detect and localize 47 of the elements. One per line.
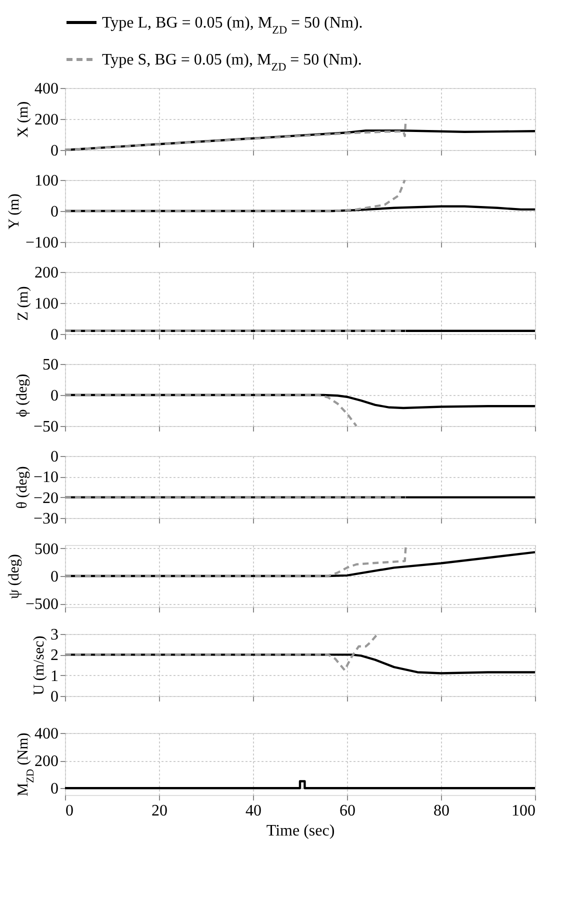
y-tick-label: 50 (42, 356, 58, 374)
y-tick-label: −50 (33, 418, 58, 436)
y-tick-label: 0 (50, 448, 58, 466)
y-tick-label: −100 (25, 234, 58, 252)
line-series (64, 178, 406, 212)
y-tick-label: −500 (25, 596, 58, 614)
y-axis-title: ϕ (deg) (14, 374, 30, 418)
x-tick-label: 60 (340, 802, 356, 820)
y-tick-label: 100 (34, 172, 58, 190)
y-tick-label: 2 (50, 647, 58, 664)
y-tick-label: 0 (50, 326, 58, 344)
y-axis-title: ψ (deg) (6, 554, 22, 599)
y-tick-label: 3 (50, 626, 58, 644)
y-tick-label: 0 (50, 688, 58, 706)
x-tick-label: 40 (246, 802, 262, 820)
y-axis-title: Y (m) (6, 194, 22, 230)
line-series (64, 394, 358, 428)
y-tick-label: −30 (33, 510, 58, 528)
y-tick-label: 400 (34, 80, 58, 98)
y-tick-label: 0 (50, 780, 58, 798)
x-tick-label: 0 (66, 802, 74, 820)
y-tick-label: −10 (33, 469, 58, 486)
y-tick-label: 400 (34, 726, 58, 742)
y-tick-label: 0 (50, 388, 58, 404)
y-tick-label: 0 (50, 568, 58, 586)
y-tick-label: 1 (50, 668, 58, 685)
line-series (64, 545, 407, 578)
y-axis-title: U (m/sec) (32, 636, 48, 696)
line-series (64, 118, 407, 152)
y-tick-label: 500 (34, 540, 58, 558)
y-tick-label: 200 (34, 112, 58, 128)
x-tick-label: 80 (434, 802, 450, 820)
x-tick-label: 100 (512, 802, 536, 820)
y-axis-title: θ (deg) (14, 466, 30, 509)
legend-label: Type L, BG = 0.05 (m), M$_{ZD}$ = 50 (Nm). (102, 14, 363, 36)
legend-label: Type S, BG = 0.05 (m), M$_{ZD}$ = 50 (Nm). (102, 52, 362, 74)
y-tick-label: 0 (50, 142, 58, 160)
y-tick-label: 100 (34, 296, 58, 312)
x-axis-title: Time (sec) (266, 822, 335, 840)
y-tick-label: 200 (34, 264, 58, 282)
y-tick-label: 0 (50, 204, 58, 220)
x-tick-label: 20 (152, 802, 168, 820)
y-axis-title: X (m) (16, 101, 32, 138)
y-axis-title: Z (m) (16, 286, 32, 321)
y-tick-label: −20 (33, 490, 58, 507)
y-tick-label: 200 (34, 753, 58, 770)
line-series (64, 632, 379, 672)
